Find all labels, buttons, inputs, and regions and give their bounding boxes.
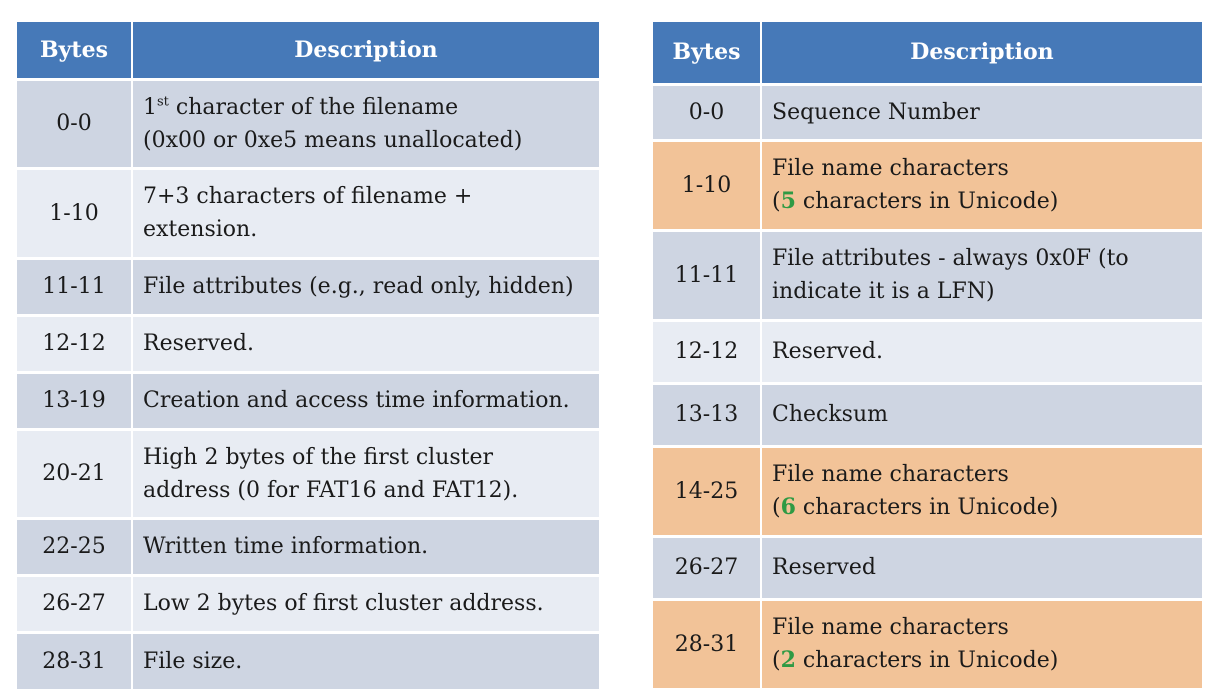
bytes-header: Bytes: [653, 22, 762, 86]
table-row: 28-31 File size.: [17, 630, 599, 689]
table-row: 26-27 Low 2 bytes of first cluster addre…: [17, 573, 599, 632]
table-row: 20-21 High 2 bytes of the first cluster a…: [17, 427, 599, 518]
description-cell: Creation and access time information.: [132, 370, 599, 429]
table-row: 0-0 Sequence Number: [653, 82, 1202, 140]
bytes-cell: 26-27: [17, 573, 133, 632]
bytes-cell: 11-11: [653, 228, 762, 320]
description-cell: Reserved.: [761, 318, 1202, 383]
description-cell: File name characters (5 characters in Uni…: [761, 138, 1202, 230]
table-row: 11-11 File attributes - always 0x0F (to i…: [653, 228, 1202, 320]
bytes-cell: 12-12: [17, 313, 133, 372]
bytes-cell: 0-0: [653, 82, 762, 140]
bytes-cell: 1-10: [17, 166, 133, 258]
table-row: 13-19 Creation and access time informati…: [17, 370, 599, 429]
bytes-cell: 20-21: [17, 427, 133, 518]
bytes-cell: 1-10: [653, 138, 762, 230]
bytes-cell: 11-11: [17, 256, 133, 315]
table-row: 14-25 File name characters (6 characters …: [653, 444, 1202, 536]
bytes-header: Bytes: [17, 22, 133, 81]
description-cell: Sequence Number: [761, 82, 1202, 140]
lfn-entry-table: Bytes Description 0-0 Sequence Number 1-…: [653, 22, 1202, 688]
bytes-cell: 13-13: [653, 381, 762, 446]
description-cell: 7+3 characters of filename + extension.: [132, 166, 599, 258]
description-header: Description: [761, 22, 1202, 86]
description-cell: File size.: [132, 630, 599, 689]
description-cell: High 2 bytes of the first cluster address…: [132, 427, 599, 518]
description-cell: File attributes (e.g., read only, hidden…: [132, 256, 599, 315]
description-header: Description: [132, 22, 599, 81]
description-cell: File name characters (6 characters in Uni…: [761, 444, 1202, 536]
table-row: 1-10 7+3 characters of filename + extensi…: [17, 166, 599, 258]
table-row: 22-25 Written time information.: [17, 516, 599, 575]
bytes-cell: 26-27: [653, 534, 762, 599]
description-cell: Low 2 bytes of first cluster address.: [132, 573, 599, 632]
bytes-cell: 28-31: [653, 597, 762, 688]
bytes-cell: 28-31: [17, 630, 133, 689]
bytes-cell: 14-25: [653, 444, 762, 536]
char-count: 2: [780, 647, 796, 674]
table-row: 1-10 File name characters (5 characters i…: [653, 138, 1202, 230]
table-row: 28-31 File name characters (2 characters …: [653, 597, 1202, 688]
description-cell: File attributes - always 0x0F (to indicat…: [761, 228, 1202, 320]
table-row: 26-27 Reserved: [653, 534, 1202, 599]
bytes-cell: 22-25: [17, 516, 133, 575]
bytes-cell: 0-0: [17, 77, 133, 168]
bytes-cell: 13-19: [17, 370, 133, 429]
bytes-cell: 12-12: [653, 318, 762, 383]
char-count: 6: [780, 494, 796, 520]
description-cell: Checksum: [761, 381, 1202, 446]
table-row: 12-12 Reserved.: [17, 313, 599, 372]
description-cell: 1st character of the filename (0x00 or 0x…: [132, 77, 599, 168]
description-cell: Written time information.: [132, 516, 599, 575]
table-row: 12-12 Reserved.: [653, 318, 1202, 383]
description-cell: Reserved.: [132, 313, 599, 372]
fat-directory-entry-table: Bytes Description 0-0 1st character of t…: [17, 22, 599, 689]
description-cell: Reserved: [761, 534, 1202, 599]
table-row: 13-13 Checksum: [653, 381, 1202, 446]
table-row: 11-11 File attributes (e.g., read only, …: [17, 256, 599, 315]
char-count: 5: [780, 188, 796, 214]
description-cell: File name characters (2 characters in Uni…: [761, 597, 1202, 688]
table-row: 0-0 1st character of the filename (0x00 o…: [17, 77, 599, 168]
